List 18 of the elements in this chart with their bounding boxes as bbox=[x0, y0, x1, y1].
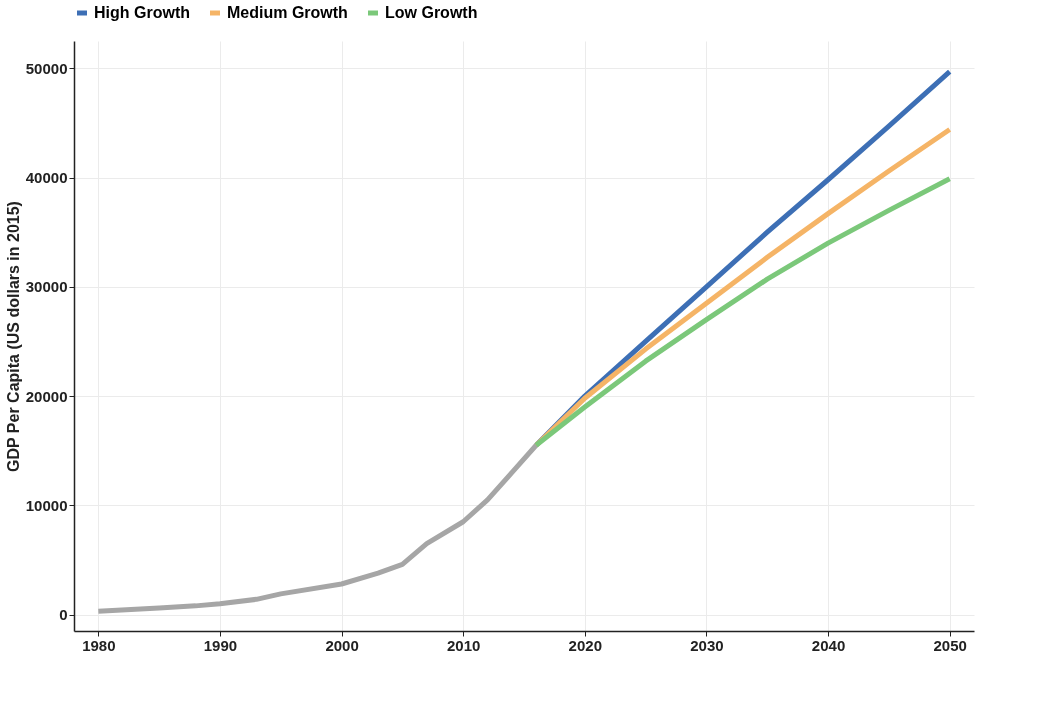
x-tick-label: 2000 bbox=[325, 636, 359, 654]
x-tick-label: 2050 bbox=[933, 636, 967, 654]
x-tick-label: 1990 bbox=[203, 636, 238, 654]
x-tick-label: 2040 bbox=[811, 636, 846, 654]
legend-label: Low Growth bbox=[385, 4, 478, 21]
y-tick-label: 50000 bbox=[25, 59, 68, 77]
x-tick-label: 2010 bbox=[447, 636, 481, 654]
legend-label: Medium Growth bbox=[227, 4, 348, 21]
y-tick-label: 30000 bbox=[25, 278, 68, 296]
x-tick-label: 2030 bbox=[690, 636, 724, 654]
legend-label: High Growth bbox=[94, 4, 190, 21]
y-tick-label: 20000 bbox=[25, 387, 68, 405]
y-tick-label: 0 bbox=[59, 606, 68, 624]
x-tick-label: 1980 bbox=[82, 636, 116, 654]
y-tick-label: 40000 bbox=[25, 169, 68, 187]
x-tick-label: 2020 bbox=[568, 636, 602, 654]
y-tick-label: 10000 bbox=[25, 496, 68, 514]
y-axis-title: GDP Per Capita (US dollars in 2015) bbox=[4, 201, 22, 472]
